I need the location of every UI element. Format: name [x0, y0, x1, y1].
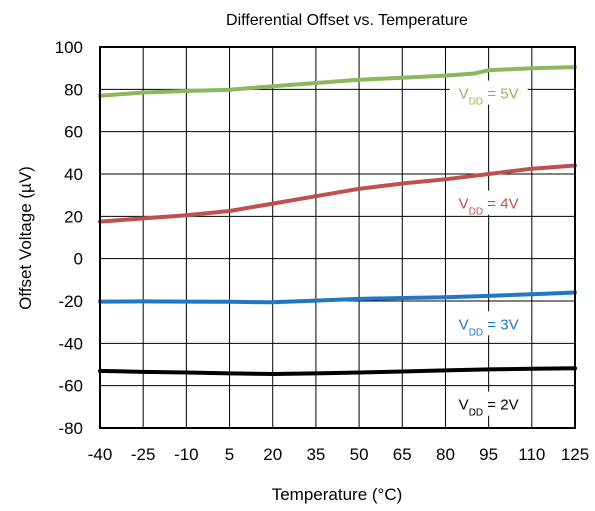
y-tick-label: -40: [58, 334, 83, 353]
series-lines: [98, 65, 577, 376]
y-axis-label: Offset Voltage (µV): [16, 166, 35, 310]
x-tick-label: 65: [393, 445, 412, 464]
y-tick-label: -20: [58, 292, 83, 311]
y-tick-label: 80: [64, 80, 83, 99]
x-tick-label: -10: [174, 445, 199, 464]
y-tick-label: 60: [64, 123, 83, 142]
series-label: VDD = 2V: [459, 397, 519, 419]
x-tick-label: 20: [263, 445, 282, 464]
y-tick-label: 0: [74, 250, 83, 269]
series-label-background: [449, 311, 528, 336]
x-tick-label: 5: [225, 445, 234, 464]
series-labels: VDD = 5V VDD = 4V VDD = 3V VDD = 2V: [449, 80, 528, 419]
x-tick-label: 80: [436, 445, 455, 464]
x-tick-label: -40: [88, 445, 113, 464]
series-line: [98, 65, 577, 98]
y-tick-label: -60: [58, 377, 83, 396]
x-axis-label: Temperature (°C): [272, 485, 403, 504]
x-tick-label: 110: [518, 445, 545, 464]
y-tick-label: -80: [58, 419, 83, 438]
series-label-background: [449, 391, 528, 416]
series-label-background: [449, 190, 528, 215]
series-line: [98, 366, 577, 376]
x-tick-label: 50: [350, 445, 369, 464]
series-label: VDD = 3V: [459, 316, 519, 338]
y-tick-label: 100: [55, 38, 83, 57]
x-tick-label: 125: [561, 445, 589, 464]
series-line: [98, 290, 577, 305]
tick-labels: -40 -25 -10 5 20 35 50 65 80 95 110 125 -80 -60 -40 -20…: [55, 38, 590, 464]
series-label: VDD = 4V: [459, 196, 519, 218]
series-label: VDD = 5V: [459, 86, 519, 108]
series-label-background: [449, 80, 528, 105]
x-tick-label: 35: [306, 445, 325, 464]
y-tick-label: 20: [64, 207, 83, 226]
y-tick-label: 40: [64, 165, 83, 184]
x-tick-label: -25: [131, 445, 156, 464]
series-line: [98, 163, 577, 224]
x-tick-label: 95: [479, 445, 498, 464]
plot-area-border: [99, 46, 576, 429]
chart-title: Differential Offset vs. Temperature: [226, 12, 468, 29]
